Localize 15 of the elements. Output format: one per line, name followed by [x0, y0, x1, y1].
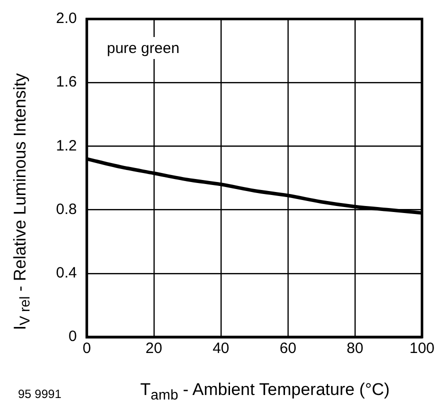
annotation: pure green	[106, 40, 180, 58]
y-tick-label: 0.4	[56, 264, 77, 282]
x-axis-title: T$_{amb}$ - Ambient Temperature (°C)	[139, 380, 391, 404]
y-tick-label: 2.0	[56, 10, 77, 28]
x-tick-label: 20	[146, 340, 162, 358]
y-tick-label: 0	[68, 328, 77, 346]
y-tick-label: 1.6	[56, 74, 77, 91]
x-tick-label: 60	[280, 340, 296, 358]
x-tick-label: 80	[346, 340, 364, 358]
x-tick-label: 100	[409, 340, 435, 358]
text: 95 9991	[18, 387, 62, 401]
y-tick-label: 1.2	[56, 137, 77, 154]
x-tick-label: 40	[212, 340, 230, 358]
x-tick-label: 0	[82, 340, 92, 358]
y-tick-label: 0.8	[56, 200, 77, 218]
